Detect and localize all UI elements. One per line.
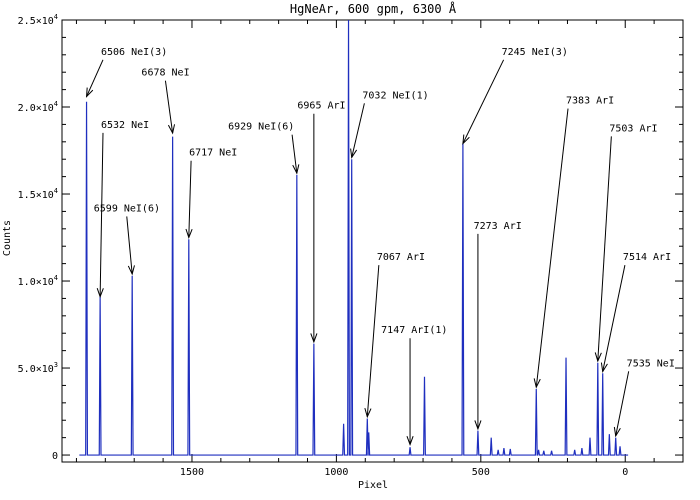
x-tick-label: 0	[622, 467, 628, 478]
y-tick-label: 5.0×103	[18, 361, 58, 375]
annotation-label: 7067 ArI	[377, 252, 425, 263]
line-annotation: 7514 ArI	[600, 252, 671, 373]
annotation-arrow-line	[602, 265, 626, 372]
plot-border	[61, 19, 684, 463]
annotation-arrow-head	[350, 148, 358, 159]
x-axis-ticks: 1500 1000 500 0	[75, 20, 655, 478]
annotation-label: 6532 NeI	[101, 120, 149, 131]
line-annotation: 6506 NeI(3)	[85, 47, 167, 98]
y-tick-mantissa: 1.0×10	[18, 277, 54, 288]
x-tick-label: 1000	[324, 467, 348, 478]
annotation-arrow-line	[291, 134, 298, 174]
line-annotation: 6929 NeI(6)	[228, 122, 300, 175]
annotation-arrow-line	[351, 103, 365, 158]
annotation-arrow-line	[86, 59, 104, 97]
line-annotation: 6678 NeI	[141, 68, 190, 135]
annotation-label: 7273 ArI	[474, 221, 522, 232]
annotation-arrow-line	[99, 132, 104, 297]
annotation-arrow-line	[597, 136, 612, 362]
annotation-label: 6506 NeI(3)	[101, 47, 167, 58]
annotation-arrow-head	[613, 426, 621, 438]
line-annotation: 6717 NeI	[185, 148, 237, 239]
y-tick-mantissa: 5.0×10	[18, 364, 54, 375]
x-tick-label: 500	[472, 467, 490, 478]
x-tick-label: 1500	[180, 467, 204, 478]
annotation-arrow-line	[366, 265, 380, 417]
line-annotation: 7067 ArI	[364, 252, 425, 419]
line-annotation: 6599 NeI(6)	[94, 203, 160, 276]
line-annotation: 7535 NeI	[613, 358, 675, 438]
annotation-label: 6599 NeI(6)	[94, 203, 160, 214]
line-annotation: 6965 ArI	[297, 101, 346, 344]
annotation-arrow-head	[185, 228, 193, 239]
plot-frame	[61, 19, 684, 463]
annotation-arrow-head	[292, 164, 300, 175]
annotation-arrow-head	[127, 265, 135, 276]
annotation-arrow-line	[462, 59, 505, 144]
annotation-arrow-line	[164, 80, 174, 134]
y-tick-label: 2.5×104	[18, 13, 58, 27]
y-axis-title: Counts	[2, 220, 13, 256]
annotation-arrow-head	[96, 288, 104, 299]
annotation-arrow-head	[462, 134, 470, 145]
annotation-arrow-head	[310, 333, 318, 344]
chart-title: HgNeAr, 600 gpm, 6300 Å	[290, 1, 457, 16]
y-tick-label: 0	[52, 451, 58, 462]
spectrum-line	[79, 19, 629, 456]
annotation-arrow-head	[406, 435, 414, 447]
annotation-label: 7032 NeI(1)	[362, 90, 428, 101]
y-tick-exponent: 4	[54, 274, 58, 282]
annotation-arrow-head	[85, 87, 94, 98]
annotation-label: 7514 ArI	[623, 252, 671, 263]
y-tick-mantissa: 2.0×10	[18, 103, 54, 114]
line-annotation: 7147 ArI(1)	[381, 325, 447, 447]
line-annotation: 7032 NeI(1)	[350, 90, 429, 159]
line-annotation: 7503 ArI	[594, 123, 658, 363]
annotation-label: 6965 ArI	[297, 101, 345, 112]
line-annotation: 7383 ArI	[533, 96, 614, 389]
y-tick-exponent: 4	[54, 100, 58, 108]
annotation-arrow-head	[364, 407, 372, 419]
line-annotations: 6506 NeI(3) 6532 NeI 6599 NeI(6) 6678 NeI 67…	[85, 47, 675, 447]
annotation-arrow-line	[188, 160, 192, 238]
annotation-arrow-head	[594, 352, 602, 363]
annotation-arrow-head	[533, 378, 541, 389]
annotation-arrow-line	[615, 371, 630, 436]
annotation-label: 6929 NeI(6)	[228, 122, 294, 133]
spectrum-series	[79, 19, 629, 456]
annotation-arrow-line	[126, 216, 133, 275]
y-tick-mantissa: 1.5×10	[18, 190, 54, 201]
y-tick-mantissa: 2.5×10	[18, 16, 54, 27]
line-annotation: 7273 ArI	[474, 221, 522, 431]
y-tick-label: 2.0×104	[18, 100, 58, 114]
annotation-label: 7503 ArI	[609, 123, 657, 134]
annotation-arrow-line	[535, 108, 569, 388]
y-tick-exponent: 4	[54, 13, 58, 21]
annotation-label: 7535 NeI	[627, 358, 675, 369]
annotation-label: 6678 NeI	[141, 68, 189, 79]
annotation-label: 7245 NeI(3)	[502, 47, 568, 58]
annotation-label: 6717 NeI	[189, 148, 237, 159]
y-tick-label: 1.0×104	[18, 274, 58, 288]
annotation-arrow-head	[600, 362, 608, 373]
annotation-label: 7147 ArI(1)	[381, 325, 447, 336]
y-tick-label: 1.5×104	[18, 187, 58, 201]
annotation-arrow-head	[474, 420, 482, 431]
y-tick-exponent: 4	[54, 187, 58, 195]
line-annotation: 7245 NeI(3)	[462, 47, 568, 145]
annotation-label: 7383 ArI	[566, 96, 614, 107]
y-tick-exponent: 3	[54, 361, 58, 369]
annotation-arrow-head	[167, 124, 176, 135]
x-axis-title: Pixel	[358, 480, 388, 491]
line-annotation: 6532 NeI	[96, 120, 149, 299]
